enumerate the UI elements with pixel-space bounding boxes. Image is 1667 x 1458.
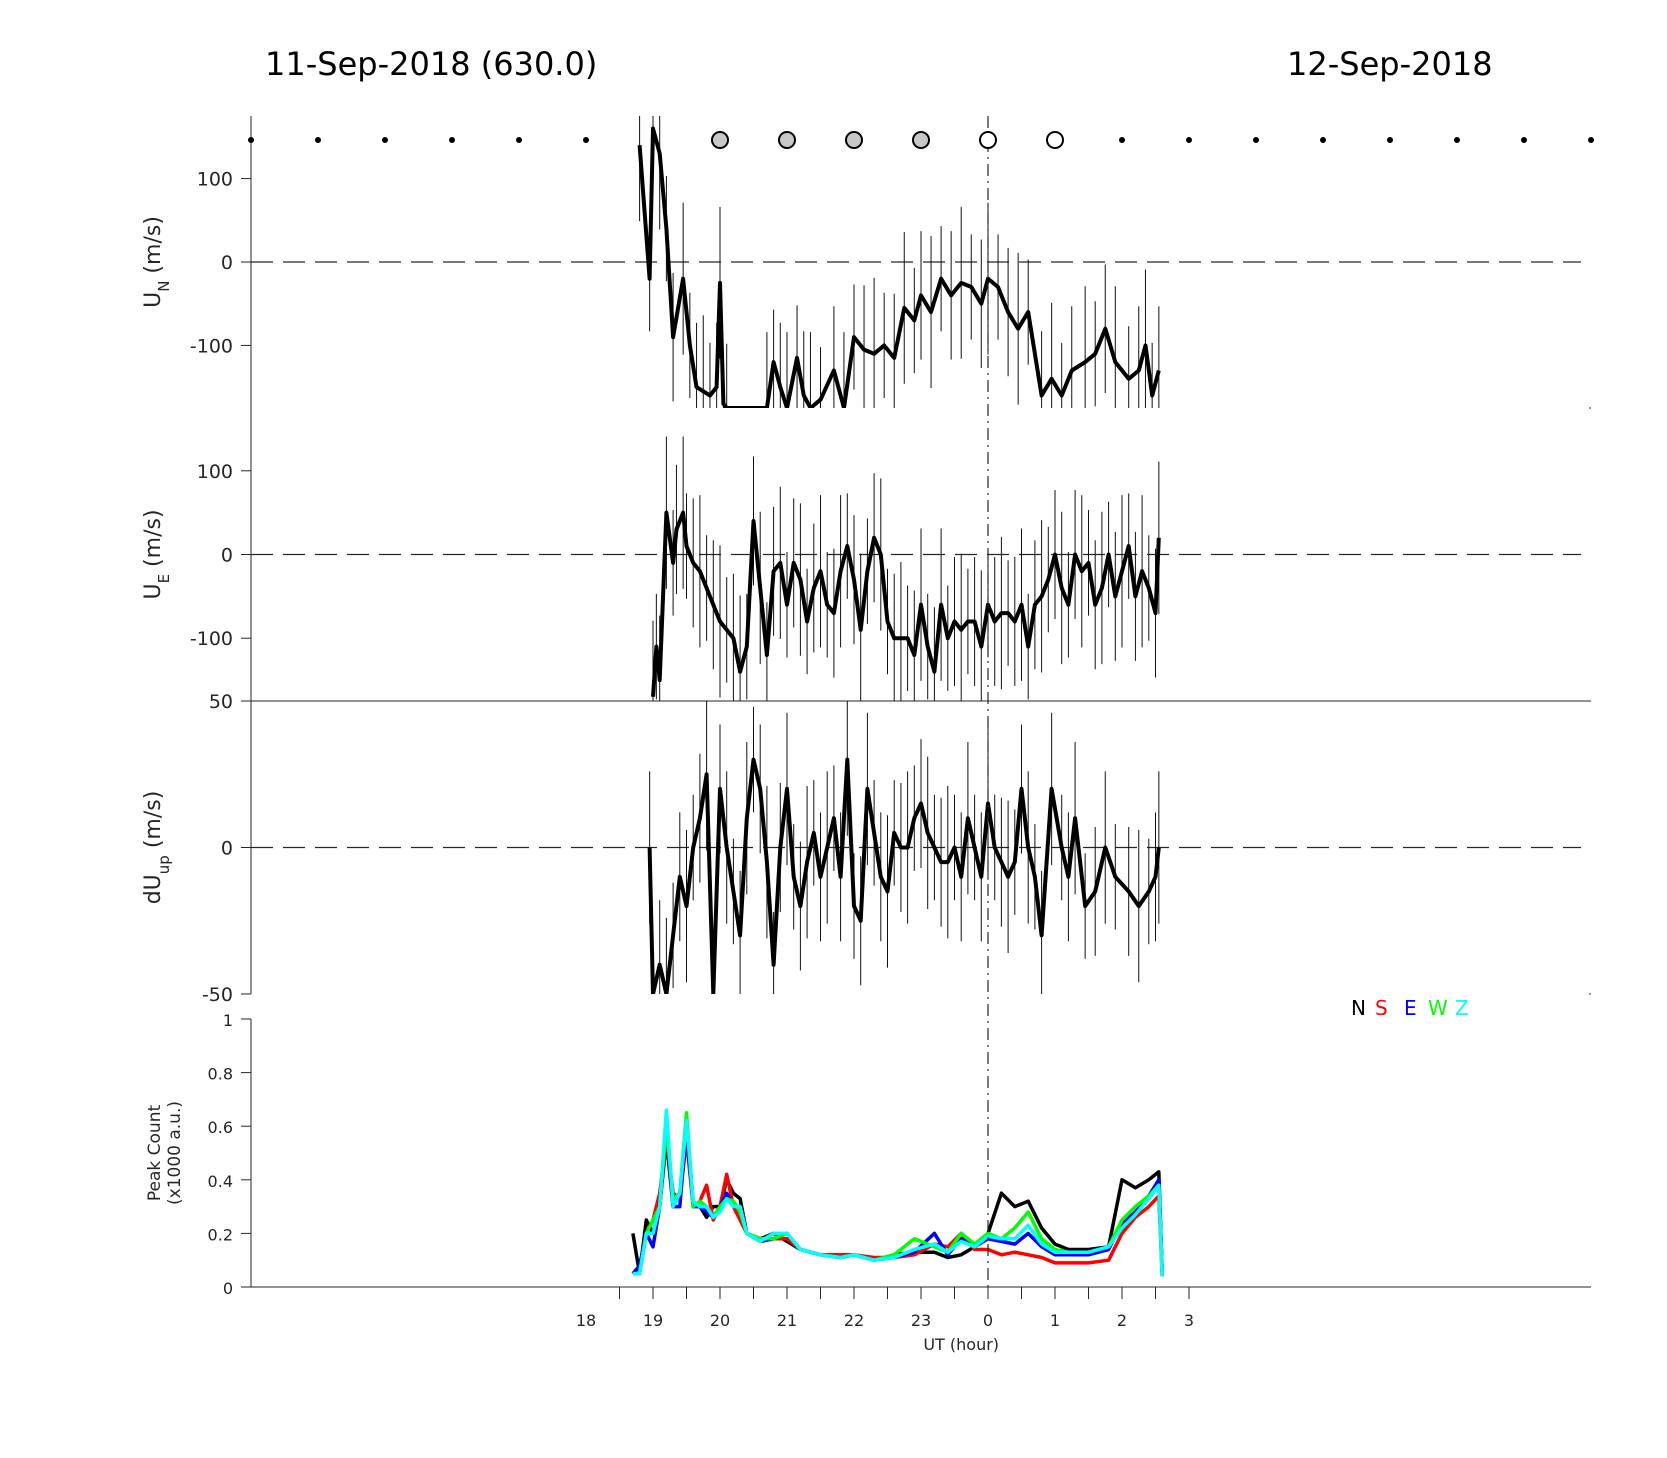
x-tick-label: 23 <box>911 1311 931 1330</box>
panel-dUup: 50 0 -50 dUup (m/s) <box>141 691 1591 1006</box>
y-tick-label: -100 <box>190 335 233 357</box>
moon-dot <box>1186 137 1192 143</box>
series-line <box>637 126 1161 408</box>
y-axis-label: UE (m/s) <box>141 509 173 599</box>
moon-dot <box>516 137 522 143</box>
moon-markers <box>248 131 1594 149</box>
x-tick-label: 0 <box>983 1311 993 1330</box>
moon-dot <box>382 137 388 143</box>
y-tick-label: 100 <box>197 461 233 483</box>
series-line <box>651 510 1161 697</box>
moon-filled-circle <box>778 131 796 149</box>
x-tick-label: 19 <box>643 1311 663 1330</box>
y-tick-label: 0 <box>223 1279 233 1298</box>
x-tick-label: 22 <box>844 1311 864 1330</box>
moon-dot <box>1387 137 1393 143</box>
x-tick-label: 1 <box>1050 1311 1060 1330</box>
legend-entry-S: S <box>1375 996 1388 1020</box>
x-tick-label: 20 <box>710 1311 730 1330</box>
legend-entry-E: E <box>1404 996 1417 1020</box>
y-label-main: U <box>141 583 166 599</box>
y-label-unit: (m/s) <box>141 791 166 855</box>
y-tick-label: 0.6 <box>208 1118 233 1137</box>
y-tick-label: 0.4 <box>208 1172 233 1191</box>
x-tick-label: 18 <box>576 1311 596 1330</box>
series-line <box>647 757 1161 994</box>
moon-filled-circle <box>711 131 729 149</box>
y-axis-label: UN (m/s) <box>141 216 173 308</box>
plot-area <box>631 1108 1164 1277</box>
y-tick-label: 0.2 <box>208 1225 233 1244</box>
y-axis-label-line1: Peak Count <box>145 1105 165 1202</box>
legend-entry-Z: Z <box>1455 996 1469 1020</box>
y-label-subscript: N <box>155 281 173 292</box>
plot-area <box>647 701 1161 994</box>
y-tick-label: 0.8 <box>208 1065 233 1084</box>
title-right: 12-Sep-2018 <box>1287 45 1493 83</box>
y-tick-label: 50 <box>209 691 233 713</box>
series-line-Z <box>632 1108 1164 1277</box>
panel-UE: 100 0 -100 UE (m/s) <box>141 408 1591 702</box>
moon-dot <box>583 137 589 143</box>
panel-peak: 0 0.2 0.4 0.6 0.8 1 Peak Count (x1000 a.u.) 18 19… <box>145 1011 1591 1354</box>
y-label-unit: (m/s) <box>141 509 166 573</box>
moon-dot <box>449 137 455 143</box>
panel-UN: 100 0 -100 UN (m/s) <box>141 116 1591 409</box>
moon-dot <box>1320 137 1326 143</box>
moon-dot <box>1588 137 1594 143</box>
title-left: 11-Sep-2018 (630.0) <box>265 45 597 83</box>
y-axis-label-line2: (x1000 a.u.) <box>165 1101 185 1205</box>
y-tick-label: -50 <box>202 984 233 1006</box>
moon-filled-circle <box>912 131 930 149</box>
y-tick-label: 0 <box>221 545 233 567</box>
moon-filled-circle <box>845 131 863 149</box>
y-axis-label: dUup (m/s) <box>141 791 173 905</box>
y-tick-label: 1 <box>223 1011 233 1030</box>
moon-dot <box>1454 137 1460 143</box>
moon-dot <box>1119 137 1125 143</box>
y-label-subscript: E <box>155 574 173 583</box>
moon-dot <box>1253 137 1259 143</box>
y-label-unit: (m/s) <box>141 216 166 280</box>
x-tick-label: 2 <box>1117 1311 1127 1330</box>
moon-dot <box>1521 137 1527 143</box>
y-tick-label: 0 <box>221 252 233 274</box>
moon-open-circle <box>979 131 997 149</box>
y-tick-label: 0 <box>221 838 233 860</box>
x-axis-label: UT (hour) <box>923 1335 999 1354</box>
x-tick-label: 21 <box>777 1311 797 1330</box>
legend-entry-N: N <box>1351 996 1366 1020</box>
legend-entry-W: W <box>1428 996 1448 1020</box>
y-tick-label: 100 <box>197 169 233 191</box>
plot-area <box>637 116 1161 408</box>
y-label-main: dU <box>141 874 166 904</box>
y-label-main: U <box>141 292 166 308</box>
y-label-subscript: up <box>155 855 173 874</box>
plot-area <box>651 436 1161 701</box>
moon-dot <box>315 137 321 143</box>
moon-open-circle <box>1046 131 1064 149</box>
y-tick-label: -100 <box>190 628 233 650</box>
moon-dot <box>248 137 254 143</box>
x-tick-label: 3 <box>1184 1311 1194 1330</box>
